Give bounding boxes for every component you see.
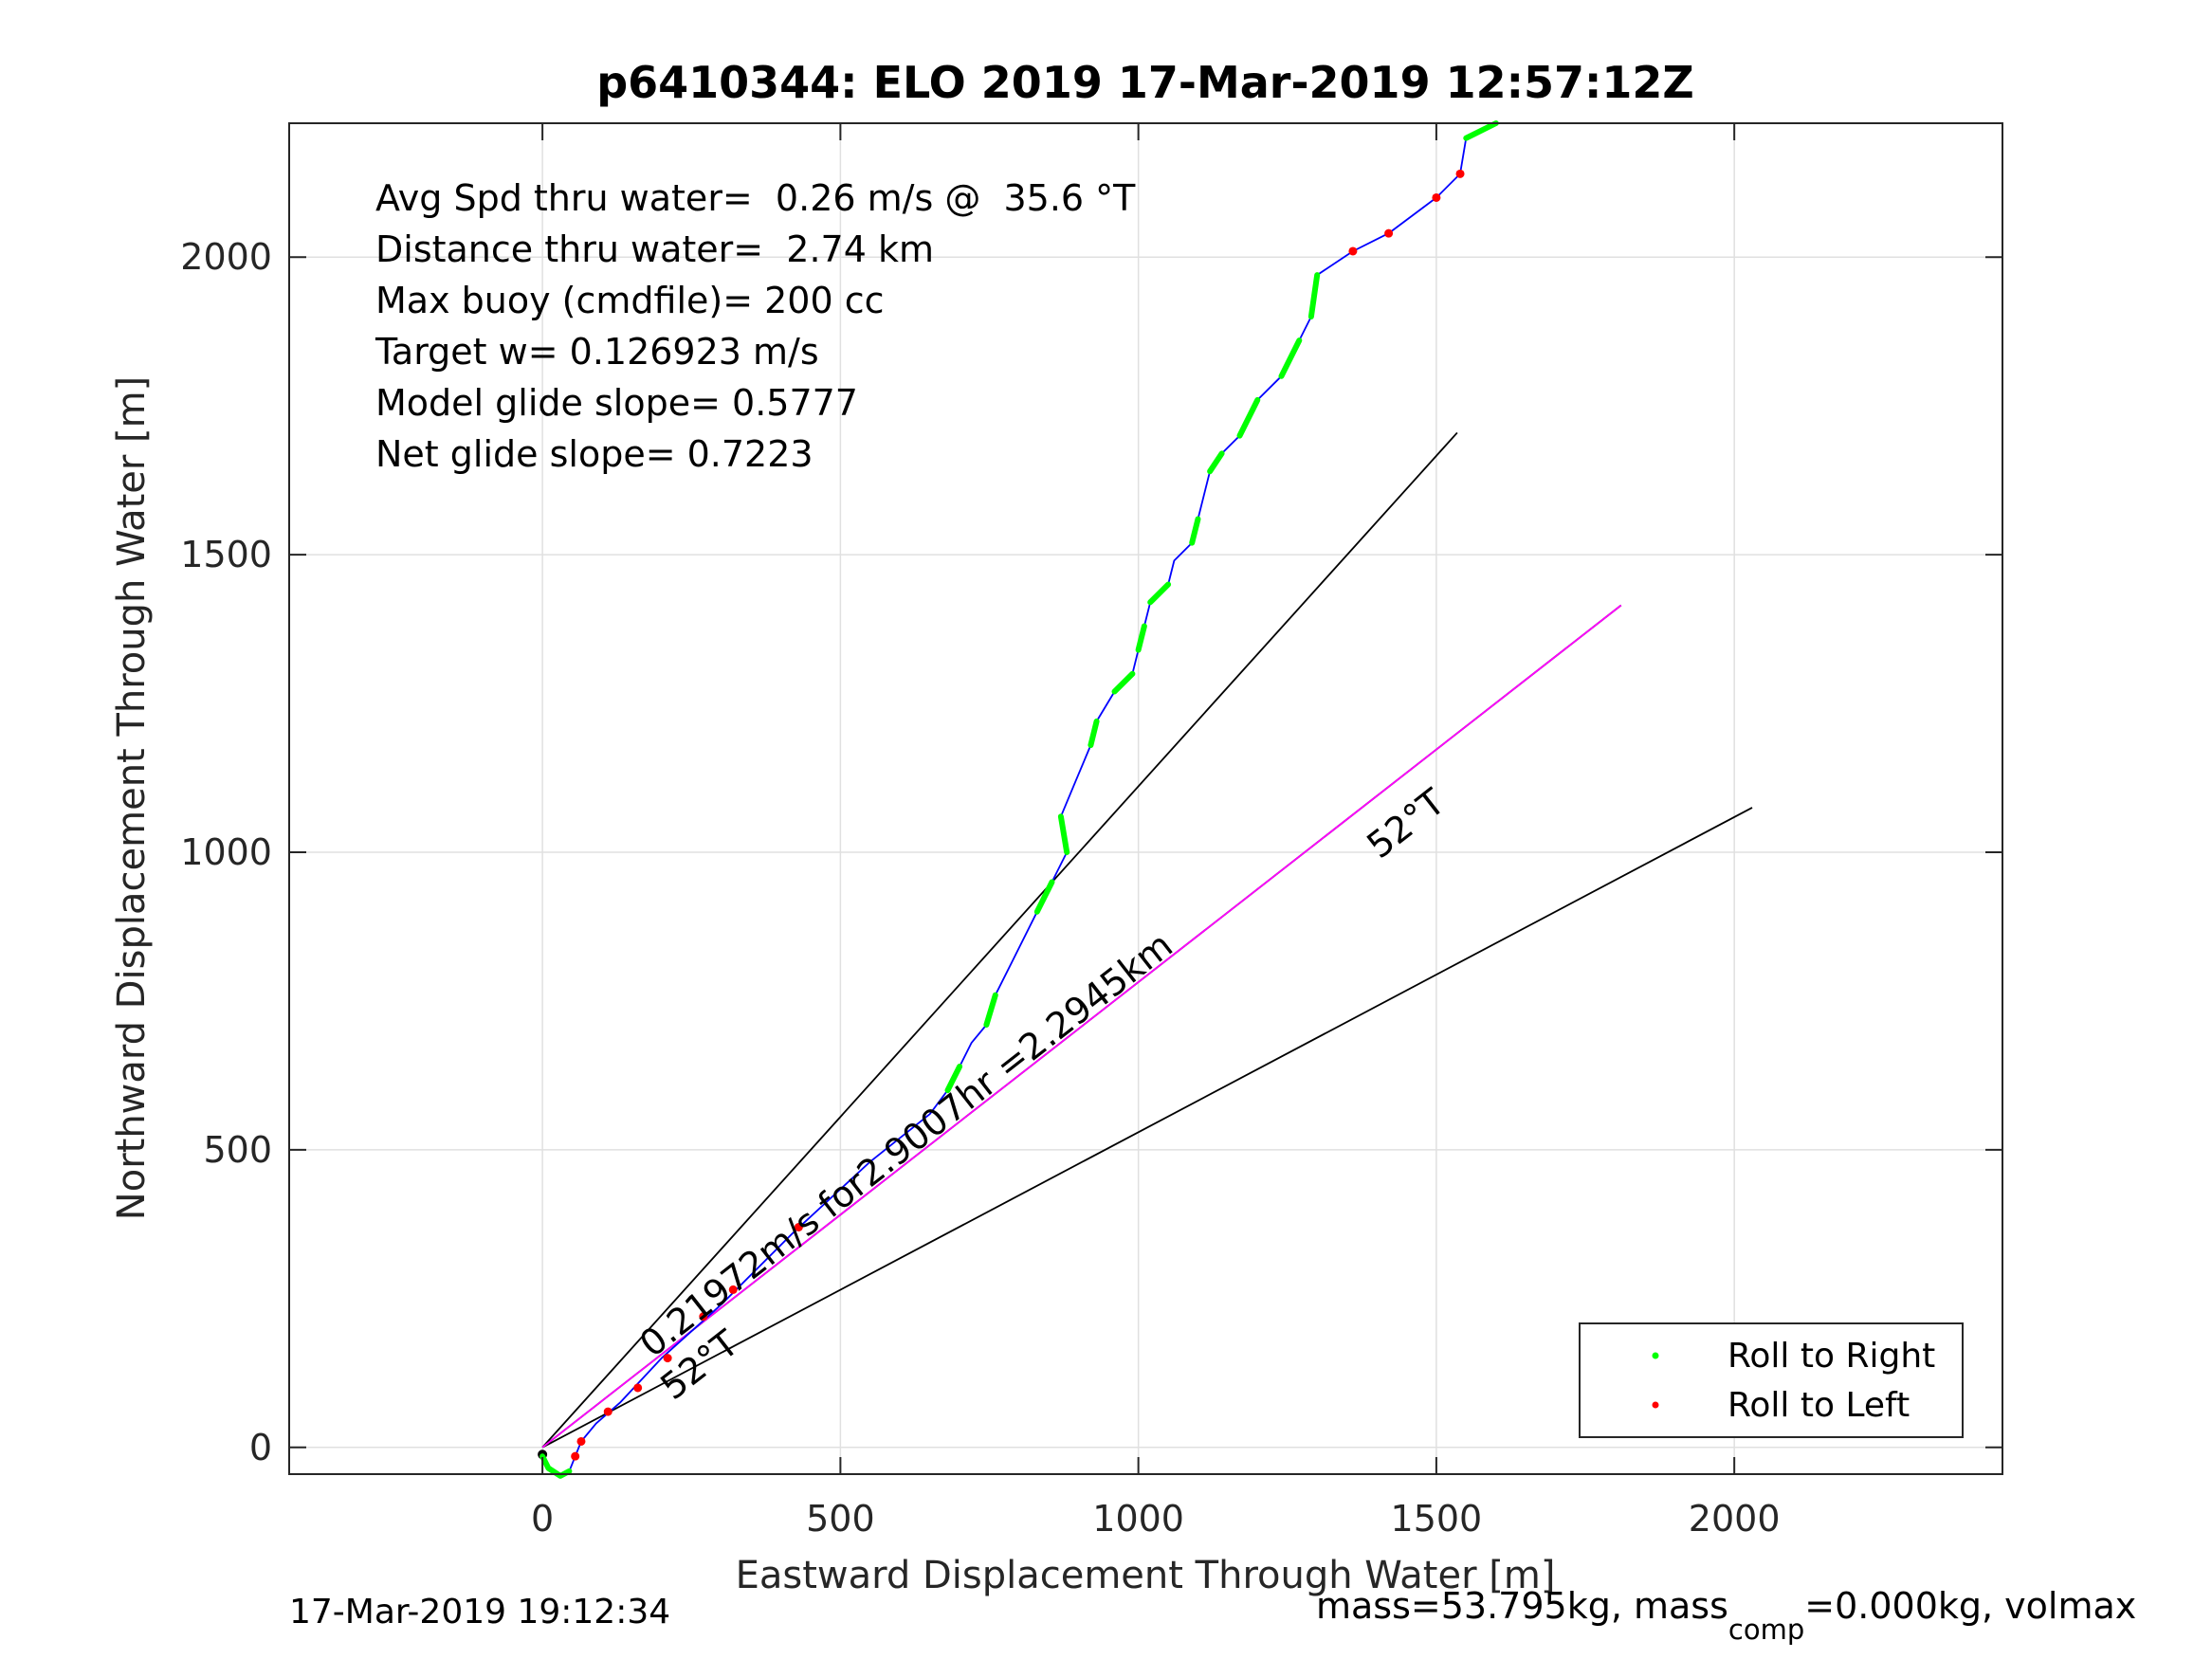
roll-left-marker [571, 1451, 580, 1461]
y-tick-label: 1000 [180, 831, 272, 873]
roll-left-marker [1384, 228, 1394, 238]
roll-left-marker [603, 1407, 612, 1416]
footer-mass-suffix: =0.000kg, volmax [1804, 1585, 2136, 1627]
footer-mass-info: mass=53.795kg, masscomp=0.000kg, volmax [1316, 1585, 2136, 1646]
mean-course-line [541, 604, 1622, 1449]
roll-right-segment [1278, 337, 1303, 379]
roll-right-segment [944, 1064, 963, 1094]
stats-target-w: Target w= 0.126923 m/s [375, 331, 819, 373]
x-tick-label: 2000 [1689, 1498, 1781, 1540]
y-tick-label: 2000 [180, 236, 272, 278]
footer-mass-sub: comp [1728, 1613, 1804, 1646]
chart-title: p6410344: ELO 2019 17-Mar-2019 12:57:12Z [596, 57, 1694, 108]
y-tick-label: 1500 [180, 534, 272, 575]
footer-timestamp: 17-Mar-2019 19:12:34 [289, 1593, 670, 1632]
glide-cone-line [541, 431, 1458, 1449]
legend-marker-roll-right [1652, 1352, 1659, 1359]
roll-right-segment [1135, 623, 1147, 653]
roll-right-segment [1236, 396, 1261, 439]
x-axis-label: Eastward Displacement Through Water [m] [736, 1554, 1556, 1597]
roll-right-segment [1057, 813, 1070, 855]
roll-left-marker [794, 1222, 803, 1231]
roll-right-segment [1088, 718, 1100, 748]
roll-left-marker [1432, 192, 1441, 202]
roll-left-marker [1348, 246, 1358, 256]
roll-right-segment [983, 992, 998, 1028]
x-tick-label: 1000 [1092, 1498, 1184, 1540]
y-tick-label: 0 [249, 1427, 272, 1468]
roll-left-marker [699, 1312, 708, 1322]
mean-course-segment [541, 604, 1622, 1449]
roll-right-segment [1207, 450, 1225, 475]
roll-right-segment [1147, 581, 1172, 606]
glide-cone-line [541, 807, 1753, 1449]
roll-left-marker [728, 1285, 738, 1294]
roll-left-layer [571, 169, 1465, 1461]
roll-right-segment [1189, 516, 1201, 546]
roll-right-segment [1111, 670, 1136, 695]
stats-max-buoy: Max buoy (cmdfile)= 200 cc [375, 280, 885, 321]
roll-right-layer [539, 120, 1499, 1479]
roll-left-marker [633, 1383, 643, 1393]
stats-model-glide: Model glide slope= 0.5777 [375, 382, 858, 424]
legend: Roll to Right Roll to Left [1579, 1322, 1964, 1438]
legend-marker-roll-left [1652, 1401, 1659, 1409]
roll-left-marker [576, 1436, 586, 1446]
stats-distance: Distance thru water= 2.74 km [375, 228, 934, 270]
stats-block: Avg Spd thru water= 0.26 m/s @ 35.6 °T D… [375, 177, 1136, 475]
x-tick-label: 1500 [1391, 1498, 1483, 1540]
stats-avg-speed: Avg Spd thru water= 0.26 m/s @ 35.6 °T [375, 177, 1136, 219]
roll-right-segment [1033, 879, 1055, 915]
y-axis-label: Northward Displacement Through Water [m] [110, 376, 154, 1220]
roll-left-marker [1455, 169, 1465, 178]
footer-mass-prefix: mass=53.795kg, mass [1316, 1585, 1728, 1627]
roll-right-segment [1307, 272, 1321, 319]
legend-box [1579, 1322, 1964, 1438]
grid-lines [289, 123, 2002, 1474]
legend-label-roll-right: Roll to Right [1728, 1337, 1935, 1376]
plot-frame [288, 122, 2003, 1475]
y-tick-label: 500 [203, 1129, 272, 1171]
stats-net-glide: Net glide slope= 0.7223 [375, 433, 814, 475]
axis-ticks: 0 500 1000 1500 2000 0 500 1000 1500 2000 [180, 123, 2002, 1540]
x-tick-label: 0 [531, 1498, 554, 1540]
roll-right-segment [1463, 120, 1499, 141]
roll-left-marker [663, 1354, 672, 1363]
x-tick-label: 500 [806, 1498, 875, 1540]
legend-label-roll-left: Roll to Left [1728, 1386, 1910, 1425]
